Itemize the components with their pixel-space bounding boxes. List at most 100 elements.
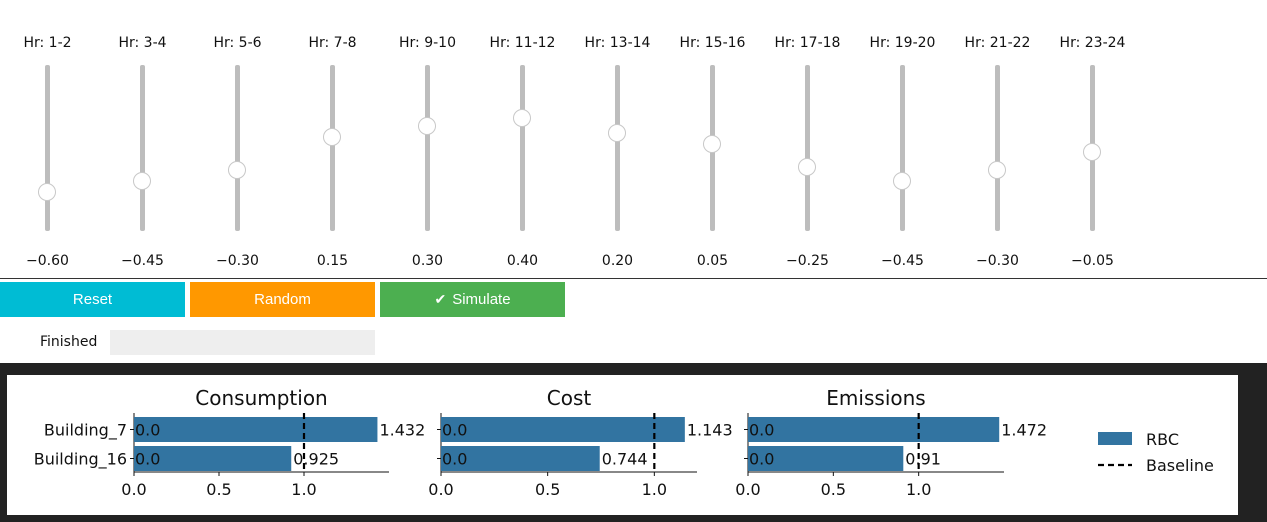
slider-hr-11-12[interactable]: Hr: 11-12 0.40	[475, 0, 570, 278]
slider-handle[interactable]	[988, 161, 1006, 180]
bar-value-label: 1.432	[379, 421, 425, 440]
slider-hr-15-16[interactable]: Hr: 15-16 0.05	[665, 0, 760, 278]
bar-value-label: 1.472	[1001, 421, 1047, 440]
slider-handle[interactable]	[133, 172, 151, 191]
x-tick-label: 0.5	[206, 480, 231, 499]
status-label: Finished	[40, 334, 98, 350]
slider-hr-9-10[interactable]: Hr: 9-10 0.30	[380, 0, 475, 278]
x-tick-label: 0.0	[428, 480, 453, 499]
slider-hr-21-22[interactable]: Hr: 21-22 −0.30	[950, 0, 1045, 278]
bar-origin-label: 0.0	[135, 421, 160, 440]
slider-value: −0.30	[216, 253, 259, 269]
chart-title: Consumption	[195, 386, 327, 410]
slider-value: 0.20	[601, 253, 634, 269]
slider-value: −0.45	[881, 253, 924, 269]
slider-hr-19-20[interactable]: Hr: 19-20 −0.45	[855, 0, 950, 278]
slider-label: Hr: 13-14	[584, 35, 651, 51]
slider-hr-23-24[interactable]: Hr: 23-24 −0.05	[1045, 0, 1140, 278]
hour-sliders: Hr: 1-2 −0.60 Hr: 3-4 −0.45 Hr: 5-6 −0.30 Hr: …	[0, 0, 1140, 278]
legend-label-rbc: RBC	[1146, 430, 1179, 449]
slider-track[interactable]	[520, 65, 525, 231]
x-tick-label: 0.0	[735, 480, 760, 499]
x-tick-label: 1.0	[642, 480, 667, 499]
slider-track[interactable]	[140, 65, 145, 231]
bar	[441, 446, 600, 471]
slider-hr-5-6[interactable]: Hr: 5-6 −0.30	[190, 0, 285, 278]
slider-value: −0.05	[1071, 253, 1114, 269]
slider-hr-17-18[interactable]: Hr: 17-18 −0.25	[760, 0, 855, 278]
slider-label: Hr: 11-12	[489, 35, 556, 51]
slider-handle[interactable]	[323, 127, 341, 146]
slider-track[interactable]	[805, 65, 810, 231]
simulate-button[interactable]: ✔ Simulate	[380, 282, 565, 317]
slider-label: Hr: 1-2	[23, 35, 72, 51]
x-tick-label: 1.0	[906, 480, 931, 499]
bar-value-label: 1.143	[687, 421, 733, 440]
slider-handle[interactable]	[513, 109, 531, 128]
slider-label: Hr: 23-24	[1059, 35, 1126, 51]
slider-label: Hr: 21-22	[964, 35, 1031, 51]
slider-hr-3-4[interactable]: Hr: 3-4 −0.45	[95, 0, 190, 278]
slider-track[interactable]	[235, 65, 240, 231]
category-label: Building_7	[44, 421, 127, 441]
slider-handle[interactable]	[228, 161, 246, 180]
slider-track[interactable]	[615, 65, 620, 231]
legend-label-baseline: Baseline	[1146, 456, 1214, 475]
slider-hr-7-8[interactable]: Hr: 7-8 0.15	[285, 0, 380, 278]
slider-label: Hr: 17-18	[774, 35, 841, 51]
results-chart: Consumption 0.0 1.432 Building_7 0.0 0.925 Bui…	[34, 386, 1214, 499]
bar-origin-label: 0.0	[135, 450, 160, 469]
slider-value: 0.40	[506, 253, 539, 269]
reset-button[interactable]: Reset	[0, 282, 185, 317]
bar-value-label: 0.925	[293, 450, 339, 469]
slider-handle[interactable]	[1083, 142, 1101, 161]
slider-value: −0.60	[26, 253, 69, 269]
x-tick-label: 0.5	[535, 480, 560, 499]
bar	[748, 417, 1000, 442]
bar	[748, 446, 904, 471]
slider-hr-13-14[interactable]: Hr: 13-14 0.20	[570, 0, 665, 278]
slider-hr-1-2[interactable]: Hr: 1-2 −0.60	[0, 0, 95, 278]
simulate-button-label: Simulate	[452, 291, 511, 308]
random-button[interactable]: Random	[190, 282, 375, 317]
slider-track[interactable]	[45, 65, 50, 231]
bar-origin-label: 0.0	[749, 450, 774, 469]
slider-track[interactable]	[900, 65, 905, 231]
slider-value: 0.15	[316, 253, 349, 269]
slider-label: Hr: 3-4	[118, 35, 167, 51]
slider-handle[interactable]	[608, 124, 626, 143]
slider-handle[interactable]	[703, 135, 721, 154]
slider-value: −0.30	[976, 253, 1019, 269]
bar-origin-label: 0.0	[442, 421, 467, 440]
divider	[0, 278, 1267, 279]
bar-origin-label: 0.0	[749, 421, 774, 440]
slider-value: −0.25	[786, 253, 829, 269]
slider-track[interactable]	[425, 65, 430, 231]
slider-handle[interactable]	[38, 183, 56, 202]
slider-handle[interactable]	[893, 172, 911, 191]
slider-handle[interactable]	[418, 116, 436, 135]
bar	[134, 417, 378, 442]
slider-value: 0.05	[696, 253, 729, 269]
slider-label: Hr: 7-8	[308, 35, 357, 51]
slider-track[interactable]	[330, 65, 335, 231]
slider-handle[interactable]	[798, 157, 816, 176]
x-tick-label: 1.0	[291, 480, 316, 499]
results-plot: Consumption 0.0 1.432 Building_7 0.0 0.925 Bui…	[7, 375, 1238, 515]
x-tick-label: 0.0	[121, 480, 146, 499]
bar-origin-label: 0.0	[442, 450, 467, 469]
legend-swatch-rbc	[1098, 432, 1132, 445]
slider-label: Hr: 5-6	[213, 35, 262, 51]
bar-value-label: 0.91	[905, 450, 941, 469]
progress-bar	[110, 330, 375, 355]
slider-label: Hr: 9-10	[399, 35, 456, 51]
bar-value-label: 0.744	[602, 450, 648, 469]
slider-label: Hr: 15-16	[679, 35, 746, 51]
bar	[134, 446, 292, 471]
bar	[441, 417, 685, 442]
chart-title: Emissions	[826, 386, 925, 410]
slider-value: −0.45	[121, 253, 164, 269]
x-tick-label: 0.5	[821, 480, 846, 499]
slider-label: Hr: 19-20	[869, 35, 936, 51]
slider-track[interactable]	[995, 65, 1000, 231]
